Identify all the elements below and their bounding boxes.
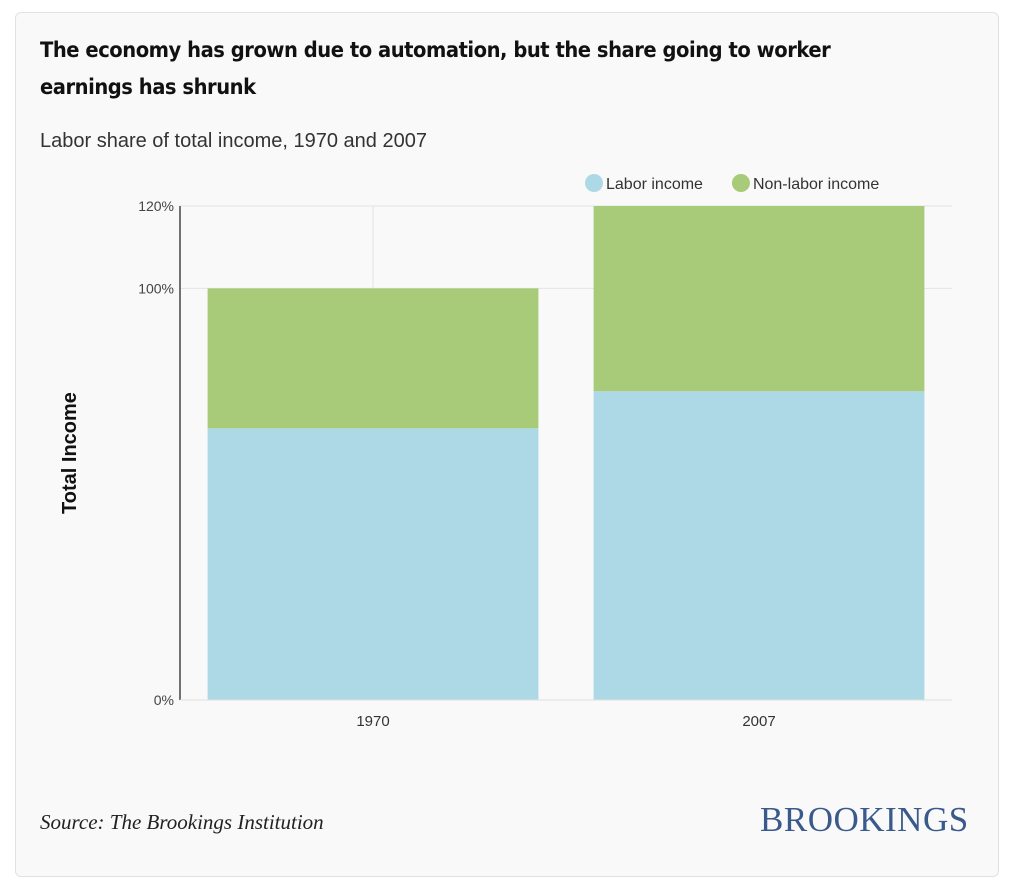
x-tick-label: 2007 (742, 713, 775, 730)
source-note: Source: The Brookings Institution (40, 810, 324, 834)
y-tick-label: 100% (138, 280, 174, 296)
legend-label: Labor income (606, 176, 703, 193)
legend-label: Non-labor income (753, 176, 879, 193)
x-tick-label: 1970 (356, 713, 389, 730)
bar-non-labor-income-2007 (593, 206, 925, 392)
bar-labor-income-2007 (593, 391, 925, 700)
y-tick-label: 120% (138, 198, 174, 214)
chart-subtitle: Labor share of total income, 1970 and 20… (40, 130, 427, 152)
y-axis-label: Total Income (59, 392, 81, 514)
legend-marker (585, 174, 603, 192)
chart-title: The economy has grown due to automation,… (40, 38, 831, 99)
bar-non-labor-income-1970 (207, 288, 539, 429)
bar-labor-income-1970 (207, 428, 539, 700)
brookings-logo: BROOKINGS (760, 800, 969, 839)
legend-marker (731, 174, 750, 192)
y-tick-label: 0% (154, 692, 174, 708)
